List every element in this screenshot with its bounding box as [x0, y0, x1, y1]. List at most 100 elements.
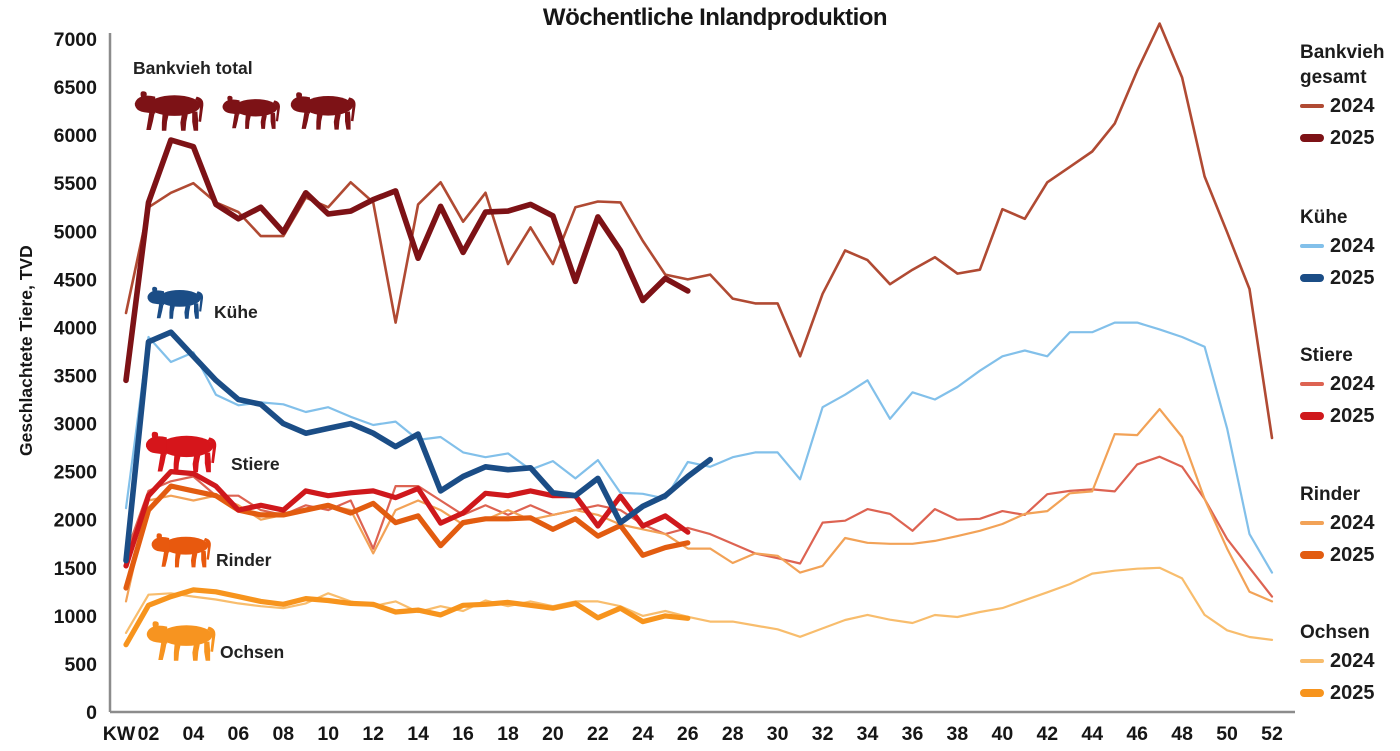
legend-group-title-rinder: Rinder: [1300, 484, 1361, 505]
legend-group-kuehe: Kühe 2024 2025: [1300, 205, 1400, 294]
legend-entry-bankvieh-2024: 2024: [1300, 90, 1400, 122]
legend-year-label: 2024: [1330, 372, 1375, 395]
legend-entry-kuehe-2025: 2025: [1300, 262, 1400, 294]
y-tick-label: 5500: [54, 173, 98, 195]
x-tick-label: 20: [542, 723, 564, 745]
cow-icon-bankvieh-2: [222, 95, 280, 129]
series-line-ochsen-2024: [124, 566, 1274, 642]
x-tick-label: 46: [1126, 723, 1148, 745]
series-line-kuehe-2025: [123, 329, 714, 564]
legend-swatch-kuehe-2024: [1300, 244, 1324, 248]
legend-swatch-stiere-2024: [1300, 382, 1324, 386]
legend-year-label: 2025: [1330, 126, 1375, 149]
x-tick-label: 24: [632, 723, 654, 745]
y-tick-label: 4500: [54, 269, 98, 291]
x-tick-label: 26: [677, 723, 699, 745]
legend-year-label: 2024: [1330, 649, 1375, 672]
x-tick-label: 34: [857, 723, 879, 745]
series-line-bankvieh-2025: [123, 137, 691, 384]
y-tick-label: 2500: [54, 462, 98, 484]
y-tick-label: 1000: [54, 606, 98, 628]
cow-icon-rinder: [151, 533, 211, 568]
annotation-label-bankvieh: Bankvieh total: [133, 58, 253, 78]
y-tick-label: 6500: [54, 77, 98, 99]
x-tick-label: 38: [947, 723, 969, 745]
y-tick-label: 500: [64, 654, 97, 676]
legend-entry-stiere-2024: 2024: [1300, 368, 1400, 400]
annotation-label-rinder: Rinder: [216, 550, 272, 570]
y-tick-label: 5000: [54, 221, 98, 243]
cow-annotations: Bankvieh total Kühe Stiere Rinder Ochsen: [133, 58, 356, 662]
y-axis-tick-labels: 0 500 1000 1500 2000 2500 3000 3500 4000 4500 5000…: [54, 29, 98, 724]
x-axis-unit-label: KW: [103, 723, 136, 745]
y-tick-label: 0: [86, 702, 97, 724]
legend-entry-bankvieh-2025: 2025: [1300, 122, 1400, 154]
y-tick-label: 4000: [54, 317, 98, 339]
x-tick-label: 32: [812, 723, 834, 745]
legend-year-label: 2025: [1330, 681, 1375, 704]
x-axis-tick-labels: KW 02 04 06 08 10 12 14 16 18 20 22 24 26 28 30 32 34 36 38…: [103, 723, 1283, 745]
legend-swatch-stiere-2025: [1300, 412, 1324, 420]
y-tick-label: 2000: [54, 510, 98, 532]
series-line-bankvieh-2024: [124, 22, 1274, 440]
x-tick-label: 40: [992, 723, 1014, 745]
annotation-label-stiere: Stiere: [231, 454, 280, 474]
cow-icon-ochsen: [146, 621, 216, 661]
series-line-ochsen-2025: [123, 587, 691, 648]
legend-group-stiere: Stiere 2024 2025: [1300, 343, 1400, 432]
axes: [108, 33, 1295, 714]
legend-entry-ochsen-2025: 2025: [1300, 677, 1400, 709]
cow-icon-bankvieh-1: [134, 91, 204, 131]
x-tick-label: 22: [587, 723, 609, 745]
legend-group-bankvieh: Bankvieh gesamt 2024 2025: [1300, 40, 1400, 154]
legend-group-title-kuehe: Kühe: [1300, 207, 1348, 228]
legend-year-label: 2025: [1330, 266, 1375, 289]
x-tick-label: 02: [138, 723, 160, 745]
x-tick-label: 52: [1261, 723, 1283, 745]
x-tick-label: 06: [228, 723, 250, 745]
legend-swatch-kuehe-2025: [1300, 274, 1324, 282]
legend-entry-stiere-2025: 2025: [1300, 400, 1400, 432]
y-tick-label: 6000: [54, 125, 98, 147]
legend-entry-kuehe-2024: 2024: [1300, 230, 1400, 262]
x-tick-label: 10: [317, 723, 339, 745]
cow-icon-kuehe: [147, 286, 204, 319]
x-tick-label: 42: [1036, 723, 1058, 745]
x-tick-label: 50: [1216, 723, 1238, 745]
legend-group-title-stiere: Stiere: [1300, 345, 1353, 366]
x-tick-label: 16: [452, 723, 474, 745]
series-line-stiere-2024: [124, 455, 1274, 598]
y-tick-label: 3000: [54, 414, 98, 436]
legend-group-ochsen: Ochsen 2024 2025: [1300, 620, 1400, 709]
cow-icon-stiere: [145, 431, 217, 473]
legend-swatch-ochsen-2024: [1300, 659, 1324, 663]
legend-year-label: 2024: [1330, 511, 1375, 534]
legend-year-label: 2025: [1330, 543, 1375, 566]
y-tick-label: 7000: [54, 29, 98, 51]
x-tick-label: 08: [272, 723, 294, 745]
legend-group-rinder: Rinder 2024 2025: [1300, 482, 1400, 571]
legend-swatch-rinder-2024: [1300, 521, 1324, 525]
x-tick-label: 48: [1171, 723, 1193, 745]
page-title: Wöchentliche Inlandproduktion: [542, 4, 888, 31]
legend: Bankvieh gesamt 2024 2025 Kühe 2024 2025 Stier…: [1300, 0, 1400, 751]
x-tick-label: 12: [362, 723, 384, 745]
series-line-stiere-2025: [123, 469, 691, 569]
legend-entry-ochsen-2024: 2024: [1300, 645, 1400, 677]
y-tick-label: 3500: [54, 366, 98, 388]
legend-year-label: 2024: [1330, 94, 1375, 117]
legend-swatch-bankvieh-2024: [1300, 104, 1324, 108]
legend-entry-rinder-2025: 2025: [1300, 539, 1400, 571]
x-tick-label: 30: [767, 723, 789, 745]
series-line-rinder-2025: [123, 483, 691, 591]
x-tick-label: 44: [1081, 723, 1103, 745]
legend-swatch-ochsen-2025: [1300, 689, 1324, 697]
x-tick-label: 36: [902, 723, 924, 745]
legend-group-title-bankvieh: Bankvieh gesamt: [1300, 42, 1385, 88]
x-tick-label: 04: [183, 723, 205, 745]
x-tick-label: 18: [497, 723, 519, 745]
series-line-kuehe-2024: [124, 321, 1274, 574]
annotation-label-kuehe: Kühe: [214, 302, 258, 322]
